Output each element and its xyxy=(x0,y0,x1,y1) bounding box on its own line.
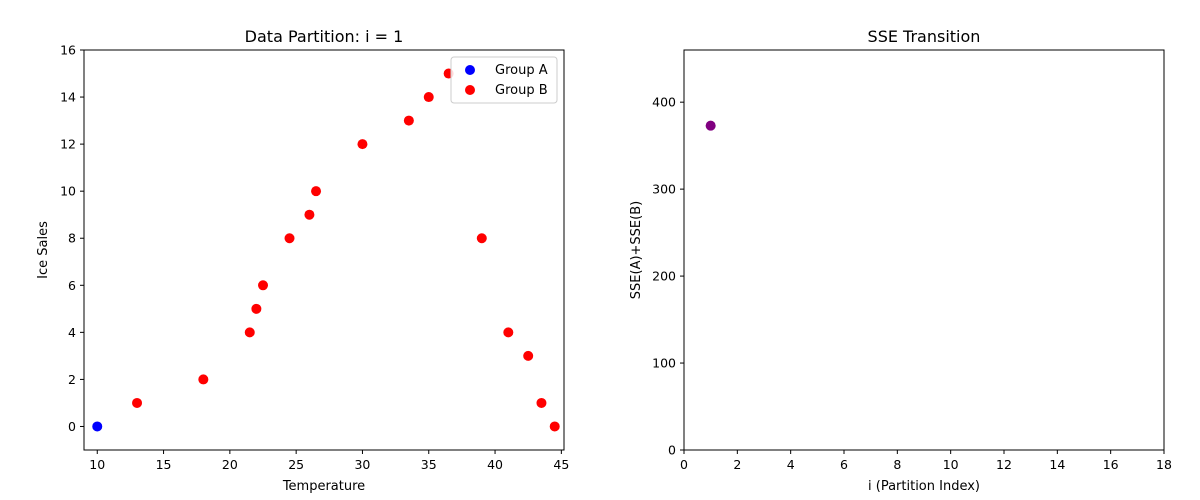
x-tick-label: 0 xyxy=(680,457,688,472)
x-tick-label: 18 xyxy=(1156,457,1172,472)
data-point xyxy=(132,397,143,408)
data-point xyxy=(198,374,209,385)
plot-frame xyxy=(83,49,565,451)
x-tick-label: 10 xyxy=(89,457,105,472)
y-tick-label: 16 xyxy=(60,43,76,58)
x-tick-label: 14 xyxy=(1049,457,1065,472)
data-point xyxy=(244,327,255,338)
x-tick-label: 45 xyxy=(553,457,569,472)
y-tick-label: 300 xyxy=(652,182,676,197)
legend: Group A Group B xyxy=(450,56,558,104)
x-tick-label: 15 xyxy=(156,457,172,472)
data-point xyxy=(311,186,322,197)
x-tick-label: 30 xyxy=(354,457,370,472)
data-point xyxy=(284,233,295,244)
x-axis-label: Temperature xyxy=(282,479,365,494)
legend-marker-group-b xyxy=(465,85,475,95)
data-point xyxy=(357,139,368,150)
sse-transition-chart: SSE Transition 0 2 4 6 8 10 12 14 16 18 0 100 200 30… xyxy=(629,27,1172,494)
data-point xyxy=(403,115,414,126)
x-tick-label: 40 xyxy=(487,457,503,472)
x-tick-label: 35 xyxy=(421,457,437,472)
y-tick-label: 2 xyxy=(68,372,76,387)
data-point xyxy=(423,92,434,103)
data-points xyxy=(92,68,560,432)
x-tick-label: 25 xyxy=(288,457,304,472)
y-axis-label: Ice Sales xyxy=(36,221,51,279)
x-tick-label: 4 xyxy=(787,457,795,472)
x-tick-label: 6 xyxy=(840,457,848,472)
y-tick-label: 10 xyxy=(60,184,76,199)
data-points xyxy=(705,120,716,131)
y-tick-label: 8 xyxy=(68,231,76,246)
y-tick-label: 14 xyxy=(60,90,76,105)
y-tick-label: 4 xyxy=(68,325,76,340)
y-tick-label: 400 xyxy=(652,95,676,110)
data-point xyxy=(304,209,315,220)
data-point xyxy=(503,327,514,338)
y-axis: 0 100 200 300 400 xyxy=(652,95,684,458)
legend-marker-group-a xyxy=(465,65,475,75)
x-tick-label: 16 xyxy=(1103,457,1119,472)
legend-label-group-a: Group A xyxy=(495,63,548,78)
x-axis-label: i (Partition Index) xyxy=(868,479,980,494)
y-tick-label: 6 xyxy=(68,278,76,293)
chart-title: Data Partition: i = 1 xyxy=(245,27,404,46)
y-axis-label: SSE(A)+SSE(B) xyxy=(629,201,644,299)
x-axis: 0 2 4 6 8 10 12 14 16 18 xyxy=(680,450,1172,472)
x-tick-label: 12 xyxy=(996,457,1012,472)
x-tick-label: 8 xyxy=(893,457,901,472)
y-tick-label: 200 xyxy=(652,269,676,284)
x-tick-label: 20 xyxy=(222,457,238,472)
x-tick-label: 2 xyxy=(733,457,741,472)
data-point xyxy=(549,421,560,432)
x-axis: 10 15 20 25 30 35 40 45 xyxy=(89,450,569,472)
y-tick-label: 0 xyxy=(668,443,676,458)
data-point xyxy=(251,303,262,314)
chart-title: SSE Transition xyxy=(868,27,981,46)
partition-scatter-chart: Data Partition: i = 1 10 15 20 25 30 35 40 45 0… xyxy=(36,27,569,494)
y-tick-label: 0 xyxy=(68,419,76,434)
data-point xyxy=(92,421,103,432)
data-point xyxy=(258,280,269,291)
data-point xyxy=(476,233,487,244)
plot-frame xyxy=(683,49,1165,451)
y-axis: 0 2 4 6 8 10 12 14 16 xyxy=(60,43,84,434)
legend-label-group-b: Group B xyxy=(495,83,548,98)
data-point xyxy=(705,120,716,131)
data-point xyxy=(523,350,534,361)
y-tick-label: 12 xyxy=(60,137,76,152)
data-point xyxy=(536,397,547,408)
y-tick-label: 100 xyxy=(652,356,676,371)
legend-box xyxy=(450,56,558,104)
x-tick-label: 10 xyxy=(943,457,959,472)
